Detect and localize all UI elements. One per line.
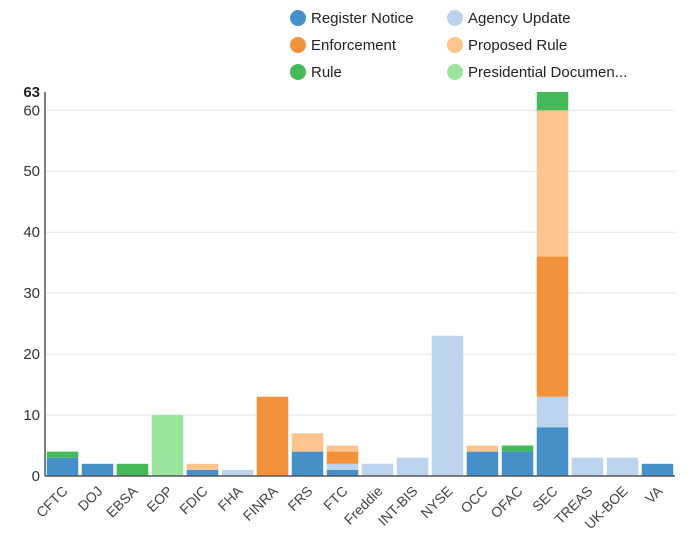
legend-swatch-icon <box>290 10 306 26</box>
legend-item[interactable]: Presidential Documen... <box>447 64 627 81</box>
bar-segment[interactable] <box>326 451 359 464</box>
legend-swatch-icon <box>447 10 463 26</box>
legend-swatch-icon <box>290 64 306 80</box>
y-tick-label: 40 <box>23 224 40 241</box>
legend-item[interactable]: Register Notice <box>290 10 414 27</box>
x-tick-label: FHA <box>215 482 247 514</box>
legend-item[interactable]: Agency Update <box>447 10 571 27</box>
bar-segment[interactable] <box>501 451 534 476</box>
bars <box>46 92 674 476</box>
bar-segment[interactable] <box>46 457 79 476</box>
bar-segment[interactable] <box>326 463 359 470</box>
y-tick-label: 30 <box>23 285 40 302</box>
y-tick-label: 50 <box>23 163 40 180</box>
x-tick-label: EOP <box>143 483 175 515</box>
bar-segment[interactable] <box>641 463 674 476</box>
legend-label: Presidential Documen... <box>468 64 627 81</box>
y-tick-label: 10 <box>23 407 40 424</box>
legend-item[interactable]: Proposed Rule <box>447 37 567 54</box>
legend-label: Proposed Rule <box>468 37 567 54</box>
x-tick-label: FRS <box>285 483 316 514</box>
legend-swatch-icon <box>290 37 306 53</box>
bar-segment[interactable] <box>81 463 114 476</box>
bar-segment[interactable] <box>291 451 324 476</box>
bar-segment[interactable] <box>326 469 359 476</box>
x-tick-label: NYSE <box>417 483 455 521</box>
bar-segment[interactable] <box>536 256 569 397</box>
bar-segment[interactable] <box>536 396 569 428</box>
x-tick-label: FINRA <box>240 482 281 523</box>
y-max-label: 63 <box>23 84 40 101</box>
legend[interactable]: Register Notice Agency Update Enforcement P… <box>290 10 627 81</box>
x-tick-label: EBSA <box>103 482 141 520</box>
legend-label: Enforcement <box>311 37 397 54</box>
bar-segment[interactable] <box>571 457 604 476</box>
legend-label: Register Notice <box>311 10 414 27</box>
x-tick-label: VA <box>642 482 666 506</box>
bar-segment[interactable] <box>466 451 499 476</box>
gridlines <box>45 109 675 416</box>
legend-label: Agency Update <box>468 10 571 27</box>
bar-segment[interactable] <box>116 463 149 476</box>
x-tick-label: FDIC <box>176 483 210 517</box>
x-tick-label: OFAC <box>487 483 525 521</box>
legend-item[interactable]: Rule <box>290 64 342 81</box>
bar-segment[interactable] <box>256 396 289 476</box>
bar-segment[interactable] <box>431 335 464 476</box>
legend-swatch-icon <box>447 37 463 53</box>
bar-segment[interactable] <box>536 110 569 257</box>
bar-segment[interactable] <box>606 457 639 476</box>
x-tick-label: CFTC <box>33 483 71 521</box>
bar-segment[interactable] <box>396 457 429 476</box>
y-tick-label: 20 <box>23 346 40 363</box>
bar-segment[interactable] <box>536 92 569 111</box>
x-tick-label: DOJ <box>75 483 106 514</box>
y-tick-label: 0 <box>32 468 40 485</box>
legend-swatch-icon <box>447 64 463 80</box>
bar-segment[interactable] <box>501 445 534 452</box>
x-tick-label: SEC <box>529 483 561 515</box>
bar-segment[interactable] <box>536 427 569 476</box>
bar-segment[interactable] <box>291 433 324 452</box>
bar-segment[interactable] <box>151 415 184 476</box>
x-tick-label: OCC <box>457 483 490 516</box>
y-tick-label: 60 <box>23 102 40 119</box>
bar-segment[interactable] <box>466 445 499 452</box>
x-tick-label: FTC <box>320 483 351 514</box>
bar-segment[interactable] <box>221 469 254 476</box>
bar-segment[interactable] <box>361 463 394 476</box>
bar-segment[interactable] <box>326 445 359 452</box>
bar-segment[interactable] <box>46 451 79 458</box>
legend-item[interactable]: Enforcement <box>290 37 397 54</box>
legend-label: Rule <box>311 64 342 81</box>
bar-segment[interactable] <box>186 463 219 470</box>
bar-segment[interactable] <box>186 469 219 476</box>
x-tick-label: INT-BIS <box>375 483 421 529</box>
